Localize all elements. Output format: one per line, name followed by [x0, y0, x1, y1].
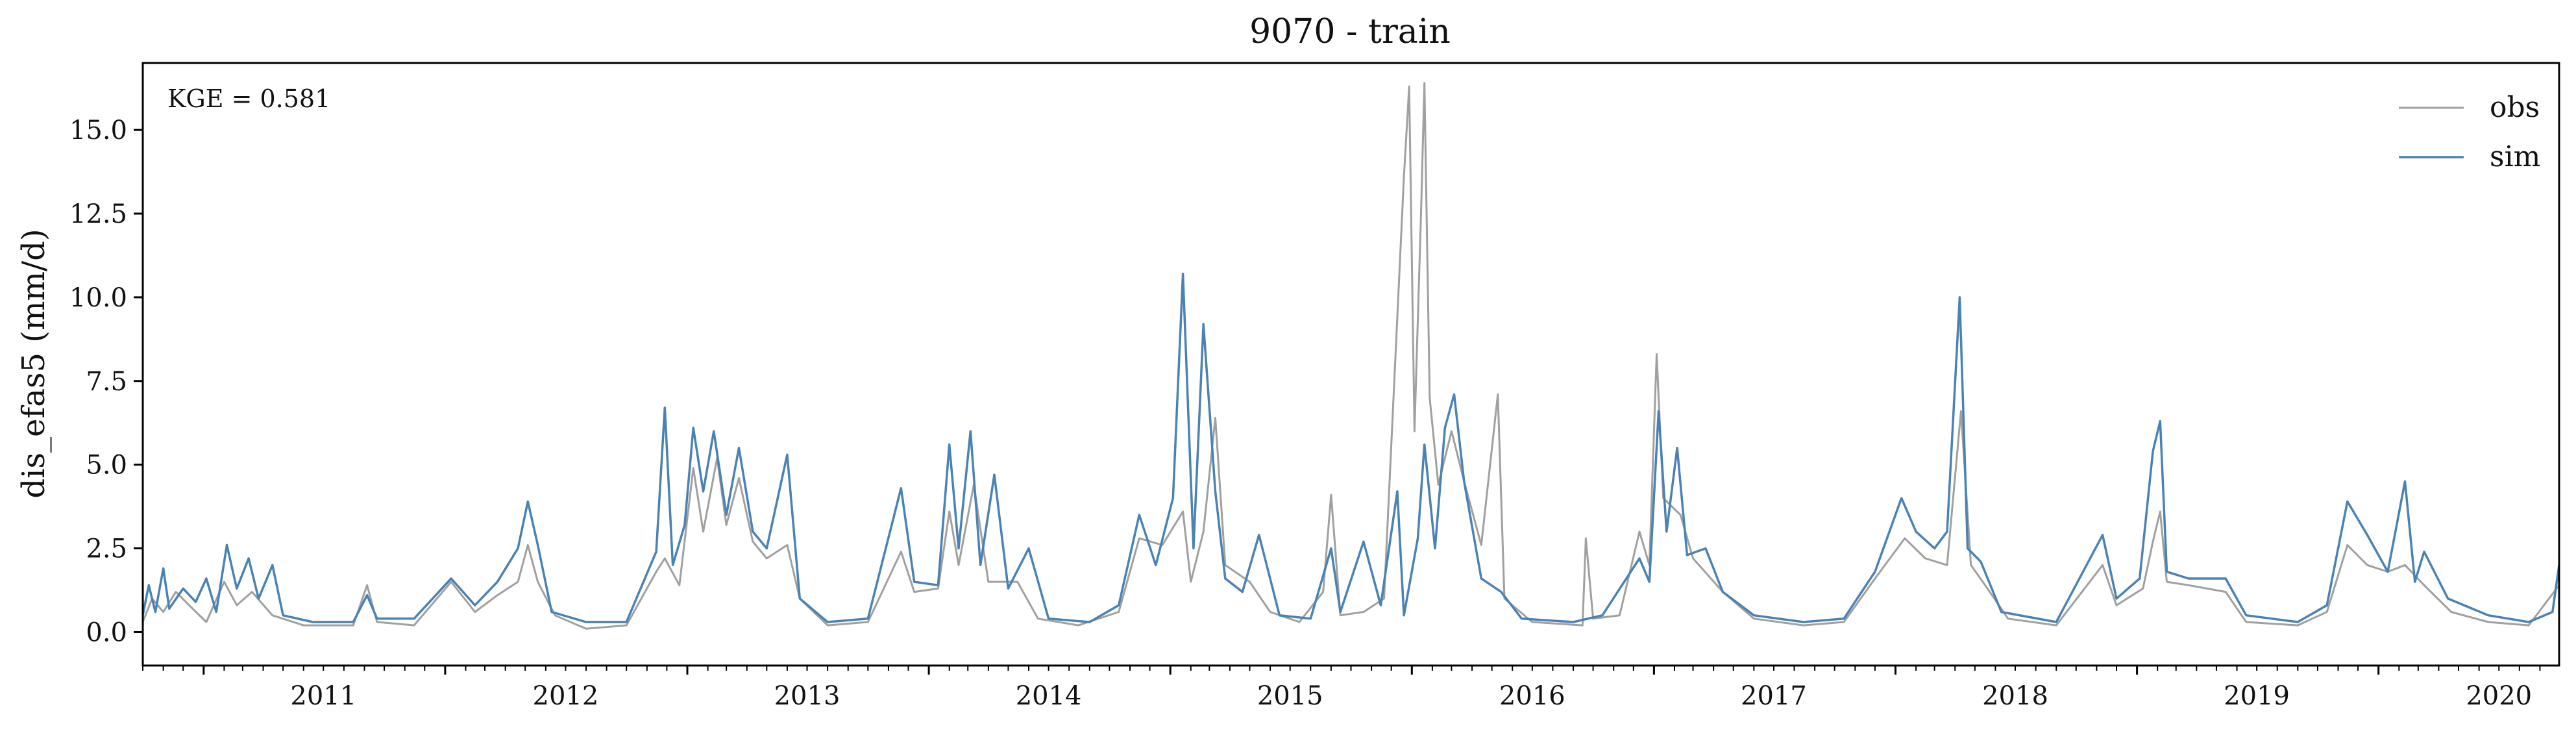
y-tick-label: 5.0: [86, 451, 127, 480]
x-tick-label: 2014: [1016, 681, 1082, 711]
y-axis: 0.0 2.5 5.0 7.5 10.0 12.5 15.0: [69, 116, 143, 647]
x-axis: 2011 2012 2013 2014 2015 2016 2017 2018 2019 2020: [143, 666, 2540, 711]
x-tick-label: 2013: [774, 681, 840, 711]
x-tick-label: 2016: [1499, 681, 1565, 711]
kge-annotation: KGE = 0.581: [167, 84, 330, 113]
plot-frame: [143, 63, 2559, 666]
y-tick-label: 15.0: [69, 116, 127, 145]
y-tick-label: 0.0: [86, 617, 127, 647]
legend-label-obs: obs: [2490, 91, 2540, 124]
x-tick-label: 2015: [1257, 681, 1323, 711]
chart-title: 9070 - train: [1249, 12, 1451, 51]
y-tick-label: 2.5: [86, 534, 127, 564]
x-tick-label: 2019: [2224, 681, 2290, 711]
y-tick-label: 10.0: [69, 283, 127, 313]
y-axis-label: dis_efas5 (mm/d): [16, 229, 52, 498]
series-line-obs: [143, 83, 2559, 629]
legend-label-sim: sim: [2490, 140, 2540, 173]
x-tick-label: 2018: [1982, 681, 2048, 711]
legend: obs sim: [2399, 91, 2540, 173]
y-tick-label: 7.5: [86, 367, 127, 397]
series-layer: [143, 83, 2559, 629]
y-tick-label: 12.5: [69, 199, 127, 229]
x-tick-label: 2020: [2466, 681, 2532, 711]
x-tick-label: 2012: [533, 681, 599, 711]
x-tick-label: 2011: [290, 681, 356, 711]
series-line-sim: [143, 274, 2559, 622]
x-tick-label: 2017: [1741, 681, 1807, 711]
plot-area: KGE = 0.581: [143, 63, 2559, 666]
